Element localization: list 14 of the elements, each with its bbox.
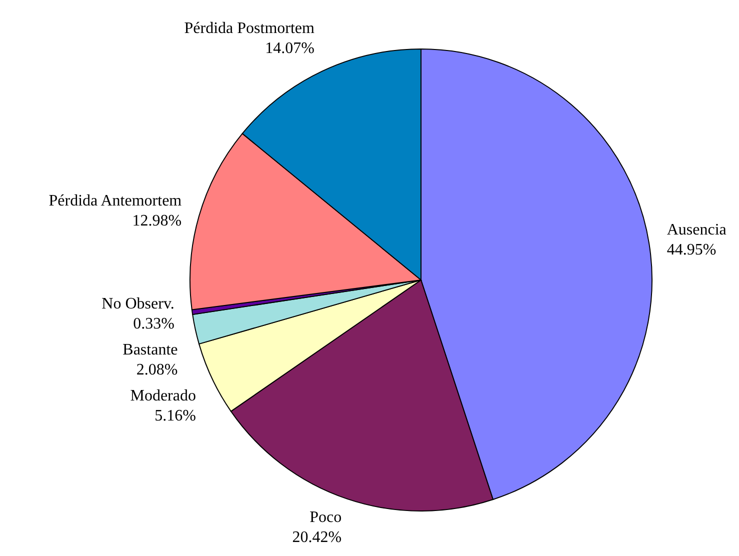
slice-label: Pérdida Postmortem bbox=[184, 20, 316, 37]
slice-label: Pérdida Antemortem bbox=[48, 192, 182, 210]
slice-label: Poco bbox=[310, 509, 342, 526]
slice-label: Ausencia bbox=[666, 222, 726, 239]
slice-label: Bastante bbox=[122, 342, 178, 359]
data-label: 0.33% bbox=[133, 316, 174, 333]
slice-label: No Observ. bbox=[102, 296, 174, 313]
data-label: 12.98% bbox=[132, 212, 182, 230]
data-label: 2.08% bbox=[136, 362, 178, 379]
data-label: 14.07% bbox=[265, 40, 314, 57]
slice-label: Moderado bbox=[130, 388, 196, 405]
data-label: 20.42% bbox=[292, 529, 342, 546]
data-label: 44.95% bbox=[666, 242, 716, 259]
data-label: 5.16% bbox=[154, 408, 196, 425]
